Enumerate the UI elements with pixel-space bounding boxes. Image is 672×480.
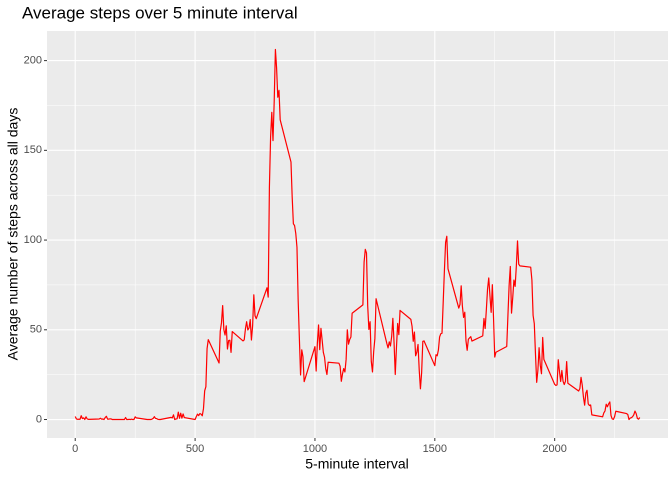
x-axis-title: 5-minute interval (305, 456, 409, 472)
y-axis-title: Average number of steps across all days (5, 108, 21, 361)
x-tick-label: 1000 (303, 443, 327, 455)
y-tick-label: 150 (24, 144, 42, 156)
data-line (74, 48, 641, 421)
x-tick-label: 500 (186, 443, 204, 455)
y-tick-label: 100 (24, 234, 42, 246)
y-tick-label: 50 (30, 324, 42, 336)
y-tick-label: 0 (36, 413, 42, 425)
x-tick-label: 2000 (542, 443, 566, 455)
y-tick-label: 200 (24, 55, 42, 67)
chart-title: Average steps over 5 minute interval (22, 3, 298, 22)
x-tick-label: 0 (72, 443, 78, 455)
plot-panel (47, 31, 668, 438)
x-tick-label: 1500 (423, 443, 447, 455)
